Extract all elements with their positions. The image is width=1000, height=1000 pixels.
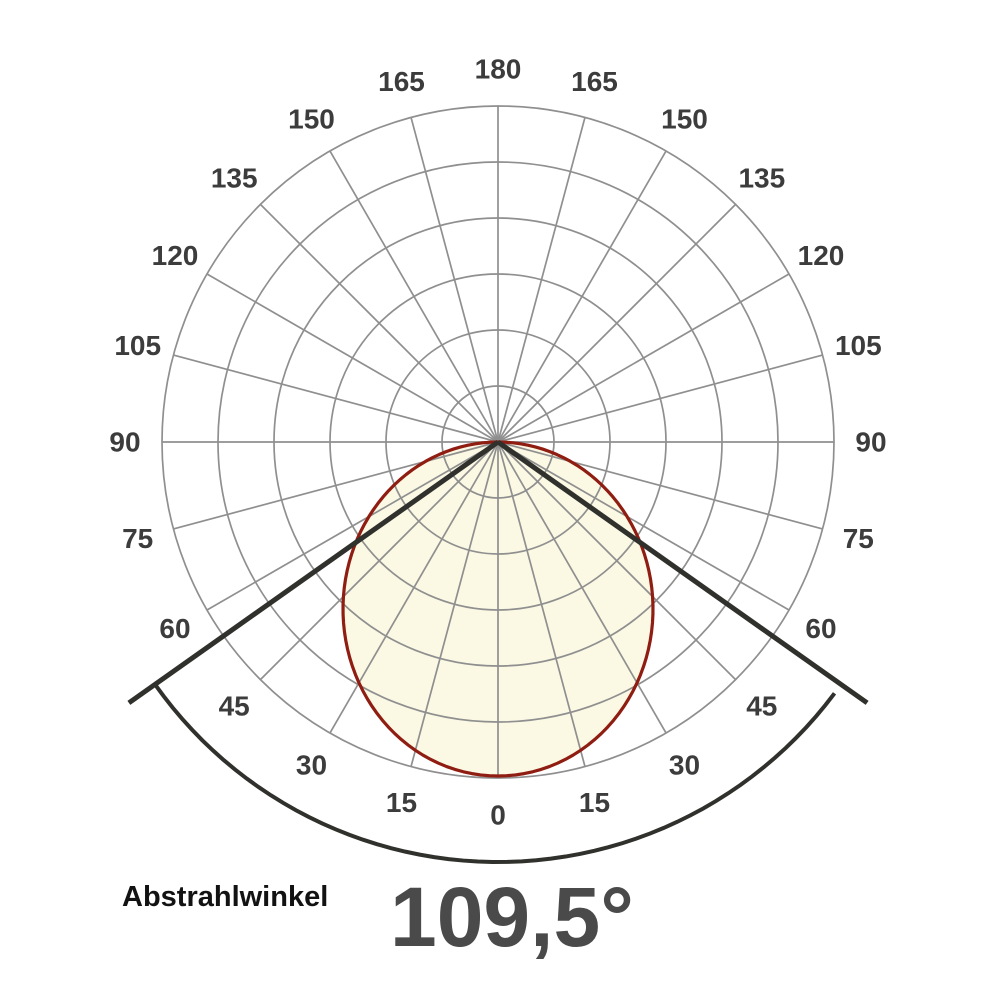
polar-grid-spoke: [259, 441, 499, 681]
angle-tick-label: 150: [288, 104, 335, 135]
polar-grid-spoke: [497, 150, 667, 443]
angle-tick-label: 165: [571, 66, 618, 97]
polar-grid-spoke: [497, 354, 823, 443]
angle-tick-label: 75: [122, 523, 153, 554]
angle-tick-label: 180: [475, 54, 522, 85]
angle-tick-label: 45: [219, 690, 250, 721]
polar-chart-layers: 0 15 15 30 30 45 45 60 60 75 75 90 90 105 105 120 120 135…: [109, 54, 887, 864]
angle-tick-label: 15: [386, 787, 417, 818]
angle-tick-label: 165: [378, 66, 425, 97]
angle-tick-label: 120: [152, 240, 199, 271]
angle-tick-label: 135: [738, 163, 785, 194]
polar-grid-spoke: [173, 354, 499, 443]
angle-tick-label: 0: [490, 800, 506, 831]
polar-grid-spoke: [497, 117, 586, 443]
polar-grid-spoke: [206, 441, 499, 611]
polar-grid-spoke: [410, 441, 499, 767]
light-distribution-lobe-outline: [341, 440, 655, 778]
angle-tick-label: 120: [798, 240, 845, 271]
angle-tick-label: 15: [579, 787, 610, 818]
beam-angle-arc: [153, 683, 837, 864]
polar-grid-spoke: [410, 117, 499, 443]
angle-tick-label: 30: [296, 750, 327, 781]
polar-grid-spoke: [497, 273, 790, 443]
beam-angle-caption-value: 109,5°: [390, 870, 634, 964]
angle-tick-label: 30: [669, 750, 700, 781]
polar-grid-spoke: [497, 441, 823, 530]
angle-tick-label: 105: [835, 330, 882, 361]
polar-grid-spoke: [497, 441, 790, 611]
angle-tick-label: 90: [855, 427, 886, 458]
angle-tick-label: 45: [746, 690, 777, 721]
polar-grid-spoke: [497, 441, 737, 681]
beam-edge-line-left: [127, 439, 500, 705]
polar-grid-spoke: [329, 150, 499, 443]
angle-tick-label: 105: [114, 330, 161, 361]
angle-tick-label: 90: [109, 427, 140, 458]
polar-grid-spoke: [497, 441, 586, 767]
angle-tick-label: 60: [159, 613, 190, 644]
polar-grid-spoke: [206, 273, 499, 443]
beam-edge-line-right: [496, 439, 869, 705]
angle-tick-label: 60: [805, 613, 836, 644]
polar-grid-spoke: [497, 203, 737, 443]
angle-tick-label: 135: [211, 163, 258, 194]
angle-tick-label: 75: [843, 523, 874, 554]
polar-grid-spoke: [259, 203, 499, 443]
beam-angle-caption-label: Abstrahlwinkel: [122, 881, 328, 913]
angle-tick-labels: 0 15 15 30 30 45 45 60 60 75 75 90 90 105 105 120 120 135…: [109, 54, 886, 831]
angle-tick-label: 150: [661, 104, 708, 135]
polar-grid-spoke: [173, 441, 499, 530]
